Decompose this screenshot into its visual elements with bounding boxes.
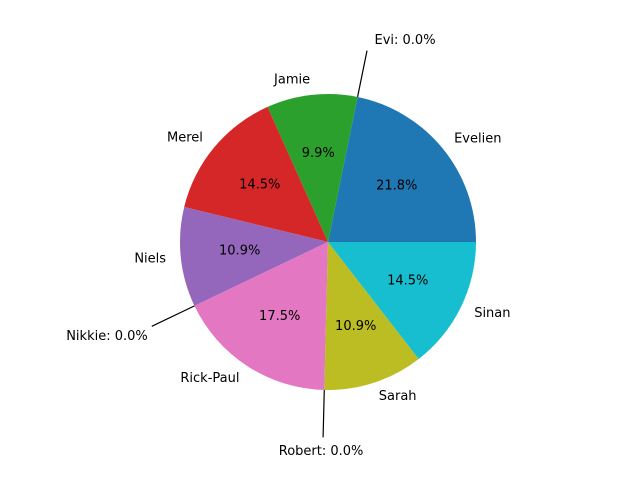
slice-pct-sinan: 14.5% [387,274,428,289]
slice-pct-jamie: 9.9% [302,146,335,161]
callout-label-nikkie: Nikkie: 0.0% [66,329,148,344]
slice-label-sarah: Sarah [379,389,417,404]
pie-slice-evelien [328,96,476,242]
callout-label-evi: Evi: 0.0% [374,33,435,48]
slice-label-merel: Merel [167,130,203,145]
pie-slice-sarah [324,242,419,390]
slice-pct-niels: 10.9% [219,244,260,259]
pie-slice-merel [184,106,328,242]
slice-pct-rick-paul: 17.5% [259,309,300,324]
slice-label-niels: Niels [134,251,166,266]
callout-line-evi [356,50,368,98]
slice-label-sinan: Sinan [474,306,510,321]
pie-slice-rick-paul [194,242,328,390]
pie-slice-niels [179,207,328,306]
pie-slice-sinan [328,242,476,359]
slice-pct-evelien: 21.8% [376,178,417,193]
slice-pct-merel: 14.5% [239,178,280,193]
callout-line-robert [322,389,325,438]
pie-slice-jamie [267,93,358,243]
slice-label-rick-paul: Rick-Paul [180,371,239,386]
slice-pct-sarah: 10.9% [335,319,376,334]
slice-label-evelien: Evelien [454,132,501,147]
pie-slices [179,93,476,390]
pie-labels: Evelien 21.8% Evi: 0.0% Jamie 9.9% Merel 14.5%… [66,33,510,459]
slice-label-jamie: Jamie [273,73,310,88]
callout-line-nikkie [151,305,195,327]
callout-label-robert: Robert: 0.0% [279,444,364,459]
